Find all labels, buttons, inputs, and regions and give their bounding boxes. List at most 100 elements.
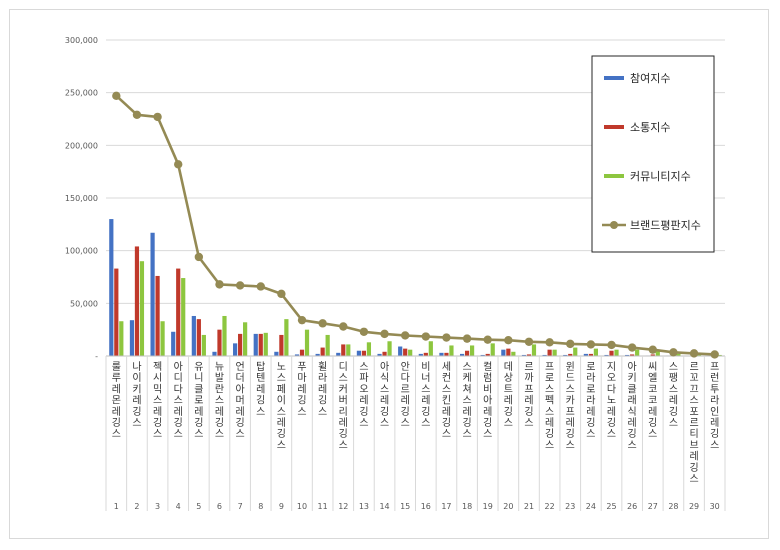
y-tick-label: 300,000 (65, 36, 98, 45)
category-index: 30 (710, 502, 720, 511)
chart-frame: - 50,000 100,000 150,000 200,000 250,000 300,0… (9, 9, 769, 539)
line-point (235, 281, 245, 290)
line-point (112, 91, 121, 101)
bar (449, 345, 454, 356)
bar-series (109, 219, 722, 356)
bar (604, 354, 609, 356)
line-point (194, 252, 204, 262)
bar (155, 275, 160, 356)
bar (485, 353, 490, 356)
line-point (400, 331, 410, 340)
bar (129, 320, 135, 356)
legend-swatch (604, 125, 624, 129)
bar (542, 354, 547, 356)
legend-marker (610, 221, 618, 229)
bar (696, 354, 702, 356)
bar (181, 278, 186, 356)
line-point (297, 315, 307, 325)
bar (387, 341, 392, 356)
bar (217, 329, 222, 356)
bar (134, 246, 140, 356)
bar (583, 353, 588, 356)
bar (325, 334, 330, 356)
x-axis (105, 355, 726, 511)
bar (222, 315, 227, 356)
bar (341, 344, 346, 356)
category-index: 10 (297, 502, 307, 511)
bar (377, 353, 382, 356)
bar (253, 333, 258, 356)
line-point (215, 280, 224, 289)
bar (233, 343, 238, 356)
bar (150, 232, 155, 356)
bar (263, 332, 268, 356)
category-index: 11 (318, 502, 328, 511)
bar (382, 351, 387, 356)
bar (609, 350, 614, 356)
bar (212, 351, 217, 356)
bar (428, 341, 433, 356)
line-point (566, 339, 575, 349)
line-point (339, 322, 348, 331)
line-point (483, 335, 492, 344)
bar (501, 349, 506, 356)
bar (299, 349, 305, 356)
line-point (153, 112, 162, 122)
line-point (648, 345, 657, 354)
bar (635, 349, 640, 356)
bar (243, 322, 248, 356)
legend-label: 브랜드평판지수 (630, 219, 701, 232)
bar (526, 354, 532, 356)
line-point (689, 349, 699, 358)
category-index: 3 (155, 502, 160, 511)
category-index: 22 (545, 502, 555, 511)
bar (294, 354, 300, 356)
category-index: 24 (586, 502, 596, 511)
bar (119, 321, 124, 356)
y-tick-label: 100,000 (65, 247, 98, 256)
y-tick-label: 150,000 (65, 194, 98, 203)
bar (614, 349, 619, 356)
category-index: 7 (238, 502, 243, 511)
category-index: 27 (648, 502, 658, 511)
line-point (421, 332, 431, 341)
bar (531, 344, 537, 356)
line-point (174, 160, 183, 169)
bar (398, 346, 403, 356)
bar (366, 342, 372, 356)
bar (625, 354, 630, 356)
category-index: 12 (338, 502, 348, 511)
bar (469, 345, 475, 356)
bar (717, 354, 722, 356)
bar (201, 334, 206, 356)
bar (361, 350, 367, 356)
bar (573, 347, 578, 356)
y-tick-label: 200,000 (65, 141, 98, 150)
y-axis-ticks: - 50,000 100,000 150,000 200,000 250,000 300,0… (65, 36, 98, 361)
line-point (277, 289, 286, 299)
category-index: 29 (689, 502, 699, 511)
category-index: 14 (379, 502, 389, 511)
bar (196, 319, 201, 356)
bar (418, 353, 423, 356)
bar (336, 352, 341, 356)
category-index: 2 (134, 502, 139, 511)
bar (284, 319, 289, 356)
